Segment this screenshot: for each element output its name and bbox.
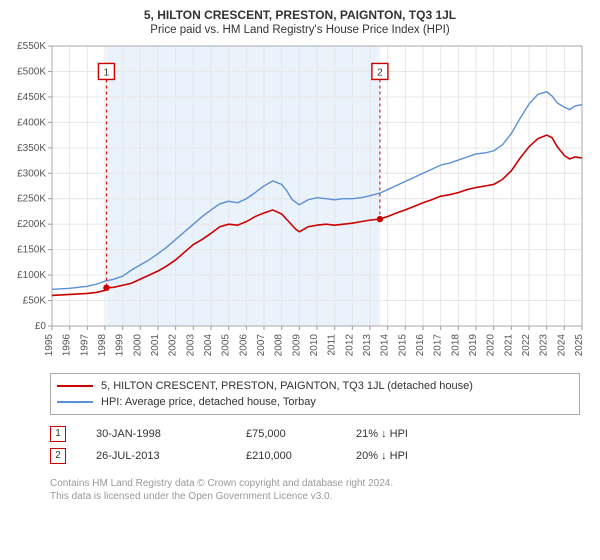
svg-text:2011: 2011 xyxy=(327,334,338,356)
line-chart-svg: £0 £50K £100K £150K £200K £250K £300K £350K £400… xyxy=(10,42,590,362)
legend-box: 5, HILTON CRESCENT, PRESTON, PAIGNTON, T… xyxy=(50,373,580,415)
sale-hpi-delta: 20% ↓ HPI xyxy=(356,445,456,467)
svg-text:1998: 1998 xyxy=(97,334,108,357)
footer-line: This data is licensed under the Open Gov… xyxy=(50,490,590,503)
svg-text:2005: 2005 xyxy=(221,334,232,357)
svg-text:£50K: £50K xyxy=(23,296,47,307)
svg-text:£200K: £200K xyxy=(17,219,46,230)
svg-text:2: 2 xyxy=(377,67,383,78)
svg-text:£450K: £450K xyxy=(17,92,46,103)
svg-text:2024: 2024 xyxy=(556,334,567,357)
svg-text:2006: 2006 xyxy=(238,334,249,357)
svg-text:£400K: £400K xyxy=(17,117,46,128)
svg-text:£250K: £250K xyxy=(17,194,46,205)
sale-price: £210,000 xyxy=(246,445,326,467)
svg-text:2014: 2014 xyxy=(380,334,391,357)
legend-label: HPI: Average price, detached house, Torb… xyxy=(101,394,316,410)
svg-text:2008: 2008 xyxy=(274,334,285,357)
svg-text:£350K: £350K xyxy=(17,143,46,154)
svg-text:2019: 2019 xyxy=(468,334,479,357)
sale-marker-box: 2 xyxy=(50,448,66,464)
svg-text:2023: 2023 xyxy=(539,334,550,357)
chart-container: 5, HILTON CRESCENT, PRESTON, PAIGNTON, T… xyxy=(0,0,600,560)
svg-text:2022: 2022 xyxy=(521,334,532,357)
svg-text:£550K: £550K xyxy=(17,42,46,52)
svg-text:2004: 2004 xyxy=(203,334,214,357)
sale-marker-box: 1 xyxy=(50,426,66,442)
svg-text:1: 1 xyxy=(104,67,110,78)
svg-text:2020: 2020 xyxy=(486,334,497,357)
chart-area: £0 £50K £100K £150K £200K £250K £300K £350K £400… xyxy=(10,42,590,367)
sale-date: 30-JAN-1998 xyxy=(96,423,216,445)
legend-item: HPI: Average price, detached house, Torb… xyxy=(57,394,573,410)
legend-swatch xyxy=(57,385,93,387)
svg-text:2007: 2007 xyxy=(256,334,267,357)
legend-item: 5, HILTON CRESCENT, PRESTON, PAIGNTON, T… xyxy=(57,378,573,394)
svg-text:2015: 2015 xyxy=(397,334,408,357)
legend-swatch xyxy=(57,401,93,403)
svg-text:1997: 1997 xyxy=(79,334,90,357)
svg-text:2012: 2012 xyxy=(344,334,355,357)
svg-text:£0: £0 xyxy=(35,321,47,332)
svg-text:£100K: £100K xyxy=(17,270,46,281)
svg-text:2003: 2003 xyxy=(185,334,196,357)
sale-hpi-delta: 21% ↓ HPI xyxy=(356,423,456,445)
svg-text:£500K: £500K xyxy=(17,66,46,77)
svg-text:2009: 2009 xyxy=(291,334,302,357)
footer-attribution: Contains HM Land Registry data © Crown c… xyxy=(50,477,590,503)
sale-price: £75,000 xyxy=(246,423,326,445)
chart-subtitle: Price paid vs. HM Land Registry's House … xyxy=(10,24,590,36)
sale-row: 1 30-JAN-1998 £75,000 21% ↓ HPI xyxy=(50,423,580,445)
svg-text:2017: 2017 xyxy=(433,334,444,357)
sale-row: 2 26-JUL-2013 £210,000 20% ↓ HPI xyxy=(50,445,580,467)
svg-text:1999: 1999 xyxy=(115,334,126,357)
footer-line: Contains HM Land Registry data © Crown c… xyxy=(50,477,590,490)
svg-text:2013: 2013 xyxy=(362,334,373,357)
svg-text:2000: 2000 xyxy=(132,334,143,357)
svg-text:£150K: £150K xyxy=(17,245,46,256)
svg-text:2021: 2021 xyxy=(503,334,514,357)
legend-label: 5, HILTON CRESCENT, PRESTON, PAIGNTON, T… xyxy=(101,378,473,394)
svg-text:2025: 2025 xyxy=(574,334,585,357)
svg-text:2002: 2002 xyxy=(168,334,179,357)
svg-text:1996: 1996 xyxy=(62,334,73,357)
svg-text:2010: 2010 xyxy=(309,334,320,357)
chart-title: 5, HILTON CRESCENT, PRESTON, PAIGNTON, T… xyxy=(10,8,590,22)
sale-date: 26-JUL-2013 xyxy=(96,445,216,467)
svg-text:£300K: £300K xyxy=(17,168,46,179)
svg-text:1995: 1995 xyxy=(44,334,55,357)
svg-text:2001: 2001 xyxy=(150,334,161,357)
sales-list: 1 30-JAN-1998 £75,000 21% ↓ HPI 2 26-JUL… xyxy=(50,423,580,467)
svg-text:2016: 2016 xyxy=(415,334,426,357)
svg-text:2018: 2018 xyxy=(450,334,461,357)
